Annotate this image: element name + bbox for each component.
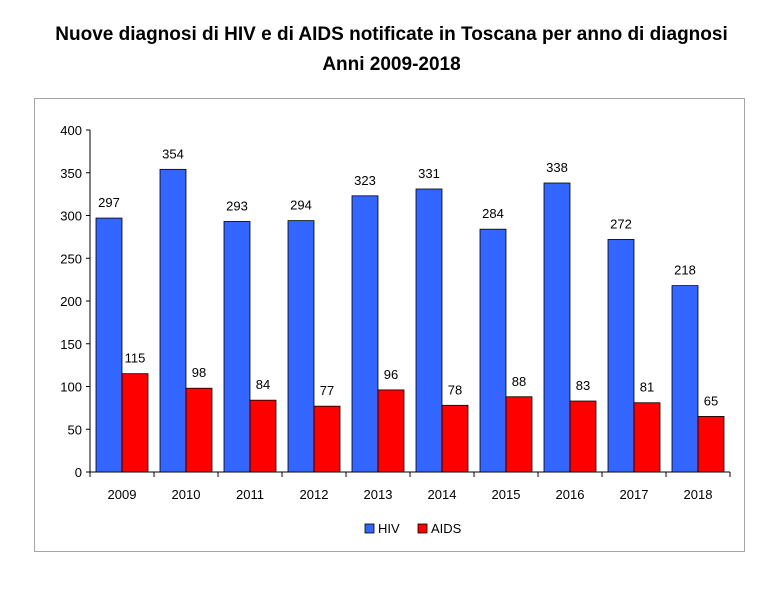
aids-bar bbox=[633, 402, 661, 473]
hiv-bar bbox=[479, 228, 507, 473]
y-tick-label: 250 bbox=[60, 251, 82, 266]
hiv-data-label: 218 bbox=[674, 263, 696, 278]
aids-bar bbox=[313, 405, 341, 473]
y-tick-label: 300 bbox=[60, 209, 82, 224]
y-tick-label: 100 bbox=[60, 380, 82, 395]
x-tick-label: 2015 bbox=[492, 487, 521, 502]
y-tick-label: 50 bbox=[68, 422, 82, 437]
x-tick-label: 2009 bbox=[108, 487, 137, 502]
hiv-bar bbox=[415, 188, 443, 473]
hiv-bar bbox=[351, 195, 379, 473]
hiv-data-label: 297 bbox=[98, 195, 120, 210]
aids-bar bbox=[121, 373, 149, 473]
chart-frame bbox=[34, 98, 745, 552]
chart-subtitle: Anni 2009-2018 bbox=[322, 54, 461, 75]
aids-data-label: 96 bbox=[384, 367, 398, 382]
hiv-bar bbox=[223, 221, 251, 473]
hiv-data-label: 284 bbox=[482, 206, 504, 221]
aids-data-label: 81 bbox=[640, 380, 654, 395]
hiv-data-label: 294 bbox=[290, 198, 312, 213]
hiv-bar bbox=[159, 168, 187, 473]
aids-bar bbox=[249, 399, 277, 473]
legend-label-hiv: HIV bbox=[378, 521, 400, 536]
x-tick-label: 2016 bbox=[556, 487, 585, 502]
aids-data-label: 88 bbox=[512, 374, 526, 389]
x-tick-label: 2018 bbox=[684, 487, 713, 502]
hiv-bar bbox=[95, 217, 123, 473]
x-tick-label: 2013 bbox=[364, 487, 393, 502]
legend-swatch-aids bbox=[417, 523, 428, 534]
x-tick-label: 2011 bbox=[236, 487, 264, 502]
hiv-data-label: 338 bbox=[546, 160, 568, 175]
hiv-bar bbox=[543, 182, 571, 473]
x-tick-label: 2010 bbox=[172, 487, 201, 502]
hiv-bar bbox=[287, 220, 315, 473]
aids-bar bbox=[569, 400, 597, 473]
aids-data-label: 77 bbox=[320, 383, 334, 398]
aids-bar bbox=[185, 387, 213, 473]
y-tick-label: 200 bbox=[60, 294, 82, 309]
hiv-data-label: 293 bbox=[226, 198, 248, 213]
hiv-data-label: 354 bbox=[162, 146, 184, 161]
x-tick-label: 2012 bbox=[300, 487, 329, 502]
aids-bar bbox=[505, 396, 533, 473]
hiv-bar bbox=[671, 285, 699, 473]
aids-data-label: 115 bbox=[125, 351, 146, 366]
chart-title: Nuove diagnosi di HIV e di AIDS notifica… bbox=[55, 24, 728, 45]
aids-data-label: 83 bbox=[576, 378, 590, 393]
aids-bar bbox=[377, 389, 405, 473]
hiv-bar bbox=[607, 239, 635, 473]
x-tick-label: 2017 bbox=[620, 487, 649, 502]
aids-bar bbox=[697, 416, 725, 473]
y-tick-label: 150 bbox=[60, 337, 82, 352]
y-tick-label: 0 bbox=[75, 465, 82, 480]
aids-data-label: 84 bbox=[256, 377, 270, 392]
hiv-data-label: 272 bbox=[610, 216, 632, 231]
y-tick-label: 400 bbox=[60, 123, 82, 138]
aids-bar bbox=[441, 404, 469, 473]
legend-label-aids: AIDS bbox=[431, 521, 462, 536]
x-tick-label: 2014 bbox=[428, 487, 457, 502]
hiv-data-label: 323 bbox=[354, 173, 376, 188]
legend-swatch-hiv bbox=[364, 523, 375, 534]
chart-title-block: Nuove diagnosi di HIV e di AIDS notifica… bbox=[0, 20, 783, 80]
aids-data-label: 65 bbox=[704, 393, 718, 408]
aids-data-label: 98 bbox=[192, 365, 206, 380]
aids-data-label: 78 bbox=[448, 382, 462, 397]
y-tick-label: 350 bbox=[60, 166, 82, 181]
hiv-data-label: 331 bbox=[418, 166, 440, 181]
